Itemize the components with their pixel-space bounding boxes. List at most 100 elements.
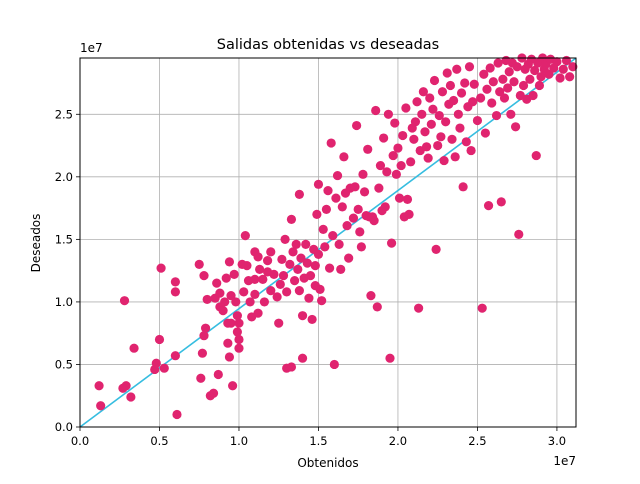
scatter-point (321, 204, 332, 214)
scatter-point (220, 297, 230, 307)
scatter-point (253, 252, 263, 262)
scatter-point (156, 263, 166, 273)
scatter-point (294, 286, 304, 296)
scatter-point (129, 343, 139, 353)
plot-area (79, 53, 578, 428)
scatter-point (250, 274, 260, 284)
scatter-point (528, 90, 538, 101)
x-tick-label: 2.0 (389, 434, 407, 448)
x-tick-label: 0.0 (71, 434, 89, 448)
scatter-point (94, 381, 104, 391)
scatter-point (356, 242, 366, 252)
scatter-point (498, 74, 508, 84)
scatter-point (431, 244, 441, 254)
scatter-point (555, 73, 565, 83)
scatter-point (348, 213, 359, 223)
scatter-point (448, 95, 459, 106)
scatter-point (304, 293, 314, 303)
scatter-point (234, 334, 244, 345)
scatter-point (491, 110, 502, 121)
scatter-point (274, 318, 284, 328)
scatter-point (453, 109, 463, 119)
scatter-point (402, 194, 413, 204)
scatter-point (312, 209, 322, 219)
x-offset-label: 1e7 (553, 454, 576, 468)
scatter-point (485, 63, 495, 73)
x-tick-label: 1.0 (230, 434, 248, 448)
scatter-point (460, 78, 470, 88)
scatter-point (363, 144, 373, 154)
scatter-point (315, 284, 325, 295)
scatter-point (372, 302, 382, 312)
scatter-point (417, 109, 427, 119)
scatter-point (461, 137, 471, 147)
y-offset-label: 1e7 (80, 41, 103, 55)
scatter-point (512, 62, 522, 72)
scatter-point (386, 238, 397, 248)
scatter-point (199, 271, 209, 281)
scatter-point (231, 297, 241, 307)
x-tick-label: 1.5 (309, 434, 327, 448)
scatter-point (379, 133, 389, 143)
scatter-point (469, 79, 479, 89)
scatter-point (344, 253, 354, 263)
scatter-point (332, 170, 343, 181)
scatter-point (544, 69, 554, 79)
scatter-point (215, 288, 225, 298)
scatter-point (437, 87, 448, 97)
scatter-point (406, 157, 416, 167)
chart-title: Salidas obtenidas vs deseadas (217, 37, 439, 53)
scatter-point (534, 80, 545, 91)
scatter-point (436, 132, 446, 142)
scatter-point (487, 98, 497, 108)
y-tick-label: 2.5 (55, 107, 73, 121)
scatter-point (202, 294, 212, 305)
scatter-point (565, 72, 575, 82)
scatter-point (331, 193, 341, 203)
scatter-point (391, 169, 401, 179)
scatter-point (418, 87, 428, 97)
x-tick-label: 2.5 (468, 434, 486, 448)
scatter-point (455, 123, 465, 133)
scatter-point (96, 401, 106, 411)
scatter-point (396, 160, 406, 171)
scatter-point (410, 117, 421, 127)
scatter-point (329, 359, 339, 370)
scatter-point (301, 239, 311, 249)
scatter-point (458, 182, 468, 192)
y-tick-label: 0.5 (55, 357, 73, 371)
scatter-point (409, 134, 419, 144)
scatter-point (371, 105, 381, 116)
scatter-point (383, 109, 394, 119)
scatter-point (518, 80, 529, 91)
scatter-point (282, 287, 292, 297)
scatter-point (290, 276, 300, 286)
scatter-point (196, 373, 206, 383)
scatter-point (374, 183, 384, 193)
scatter-point (496, 197, 506, 207)
scatter-point (530, 65, 540, 76)
scatter-point (200, 323, 211, 333)
scatter-point (242, 261, 252, 271)
scatter-point (358, 169, 368, 179)
scatter-point (151, 358, 161, 368)
scatter-point (266, 247, 276, 257)
scatter-point (266, 286, 276, 296)
scatter-point (228, 381, 238, 391)
scatter-point (258, 274, 268, 284)
scatter-point (294, 189, 304, 199)
scatter-point (121, 381, 131, 391)
y-tick-label: 1.5 (55, 232, 73, 246)
scatter-point (170, 351, 180, 361)
scatter-point (375, 160, 386, 171)
scatter-point (428, 104, 438, 114)
scatter-point (393, 143, 403, 153)
scatter-point (441, 117, 451, 127)
scatter-point (359, 187, 370, 197)
scatter-point (239, 287, 249, 297)
scatter-point (302, 258, 312, 268)
scatter-point (259, 297, 270, 307)
scatter-point (404, 209, 414, 219)
scatter-point (170, 277, 180, 287)
